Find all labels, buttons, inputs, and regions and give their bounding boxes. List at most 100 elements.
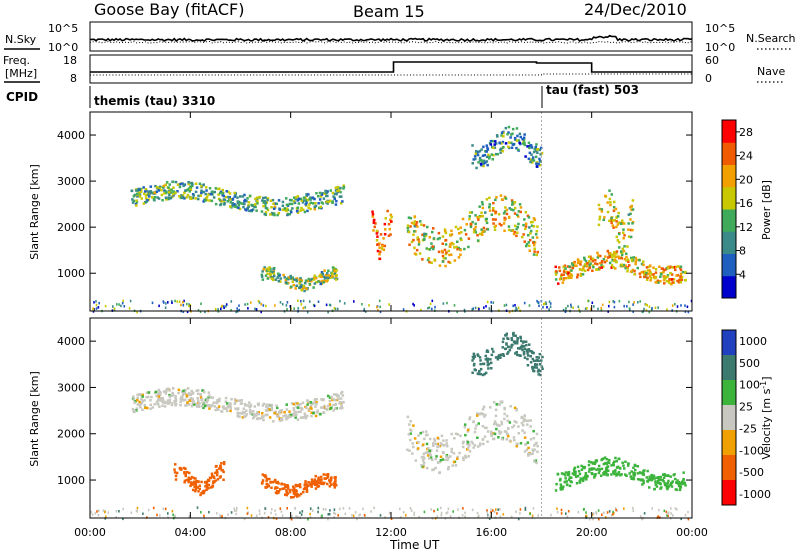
echo-cell bbox=[277, 279, 281, 283]
echo-cell bbox=[173, 400, 176, 403]
echo-cell bbox=[327, 269, 330, 272]
ground-cell bbox=[546, 306, 548, 309]
echo-cell bbox=[560, 274, 563, 278]
ground-cell bbox=[577, 510, 580, 514]
echo-cell bbox=[248, 194, 252, 198]
colorbar-tick-label: -1000 bbox=[739, 488, 771, 501]
echo-cell bbox=[428, 457, 431, 460]
echo-cell bbox=[629, 270, 633, 273]
echo-cell bbox=[236, 414, 239, 418]
echo-cell bbox=[536, 450, 539, 454]
ground-cell bbox=[227, 513, 229, 516]
echo-cell bbox=[136, 403, 139, 406]
echo-cell bbox=[293, 196, 296, 199]
echo-cell bbox=[676, 481, 679, 485]
echo-cell bbox=[277, 490, 281, 493]
time-tick-label: 20:00 bbox=[576, 526, 608, 539]
echo-cell bbox=[163, 184, 166, 188]
echo-cell bbox=[323, 192, 327, 195]
echo-cell bbox=[648, 486, 651, 489]
ground-cell bbox=[260, 303, 262, 306]
echo-cell bbox=[615, 215, 618, 219]
ground-cell bbox=[199, 310, 202, 313]
echo-cell bbox=[486, 357, 489, 360]
echo-cell bbox=[132, 199, 136, 203]
echo-cell bbox=[233, 203, 236, 206]
ground-cell bbox=[304, 306, 306, 309]
echo-cell bbox=[460, 238, 463, 242]
echo-cell bbox=[390, 220, 393, 223]
echo-cell bbox=[231, 197, 235, 201]
ground-cell bbox=[167, 301, 169, 304]
echo-cell bbox=[448, 233, 452, 237]
ground-cell bbox=[464, 515, 466, 518]
echo-cell bbox=[283, 207, 287, 210]
echo-cell bbox=[147, 190, 150, 193]
echo-cell bbox=[495, 142, 498, 145]
echo-cell bbox=[507, 350, 510, 354]
echo-cell bbox=[211, 481, 215, 485]
ground-cell bbox=[167, 512, 169, 515]
echo-cell bbox=[501, 150, 504, 153]
echo-cell bbox=[301, 284, 304, 287]
echo-cell bbox=[510, 208, 513, 211]
ground-cell bbox=[329, 304, 332, 307]
echo-cell bbox=[294, 197, 297, 201]
echo-cell bbox=[631, 228, 634, 232]
echo-cell bbox=[511, 132, 514, 135]
ground-cell bbox=[309, 516, 312, 519]
echo-cell bbox=[378, 257, 382, 261]
echo-cell bbox=[567, 473, 571, 476]
echo-cell bbox=[426, 454, 430, 457]
echo-cell bbox=[510, 199, 514, 202]
echo-cell bbox=[449, 245, 452, 248]
echo-cell bbox=[215, 469, 219, 472]
echo-cell bbox=[475, 150, 478, 153]
colorbar-swatch bbox=[722, 455, 736, 481]
echo-cell bbox=[620, 473, 623, 476]
echo-cell bbox=[299, 492, 303, 496]
ground-cell bbox=[684, 304, 686, 307]
echo-cell bbox=[506, 133, 509, 136]
ground-cell bbox=[281, 514, 284, 517]
colorbar-swatch bbox=[722, 275, 736, 299]
ground-cell bbox=[97, 306, 100, 309]
echo-cell bbox=[378, 242, 381, 245]
echo-cell bbox=[271, 270, 274, 274]
ground-cell bbox=[587, 299, 590, 303]
ground-cell bbox=[246, 302, 249, 306]
echo-cell bbox=[426, 451, 430, 454]
echo-cell bbox=[531, 158, 534, 161]
echo-cell bbox=[329, 483, 333, 486]
echo-cell bbox=[471, 355, 475, 359]
ground-cell bbox=[102, 509, 105, 512]
echo-cell bbox=[239, 402, 243, 405]
echo-cell bbox=[467, 455, 470, 458]
echo-cell bbox=[303, 289, 306, 293]
echo-cell bbox=[174, 191, 177, 194]
echo-cell bbox=[481, 214, 485, 218]
echo-cell bbox=[144, 188, 148, 191]
ground-cell bbox=[230, 300, 233, 303]
echo-cell bbox=[298, 281, 301, 285]
echo-cell bbox=[171, 391, 174, 395]
ground-cell bbox=[295, 515, 297, 518]
echo-cell bbox=[213, 480, 216, 484]
echo-cell bbox=[492, 207, 495, 210]
echo-cell bbox=[531, 236, 535, 239]
echo-cell bbox=[314, 487, 318, 490]
echo-cell bbox=[523, 450, 527, 453]
echo-cell bbox=[594, 459, 598, 462]
echo-cell bbox=[474, 152, 478, 156]
echo-cell bbox=[320, 271, 324, 274]
echo-cell bbox=[472, 420, 475, 423]
echo-cell bbox=[671, 266, 674, 269]
ground-cell bbox=[286, 308, 288, 311]
echo-cell bbox=[327, 274, 330, 277]
ground-cell bbox=[549, 305, 552, 308]
echo-cell bbox=[294, 410, 297, 414]
echo-cell bbox=[334, 482, 337, 486]
echo-cell bbox=[609, 201, 612, 204]
echo-cell bbox=[654, 483, 658, 487]
echo-cell bbox=[269, 270, 272, 273]
